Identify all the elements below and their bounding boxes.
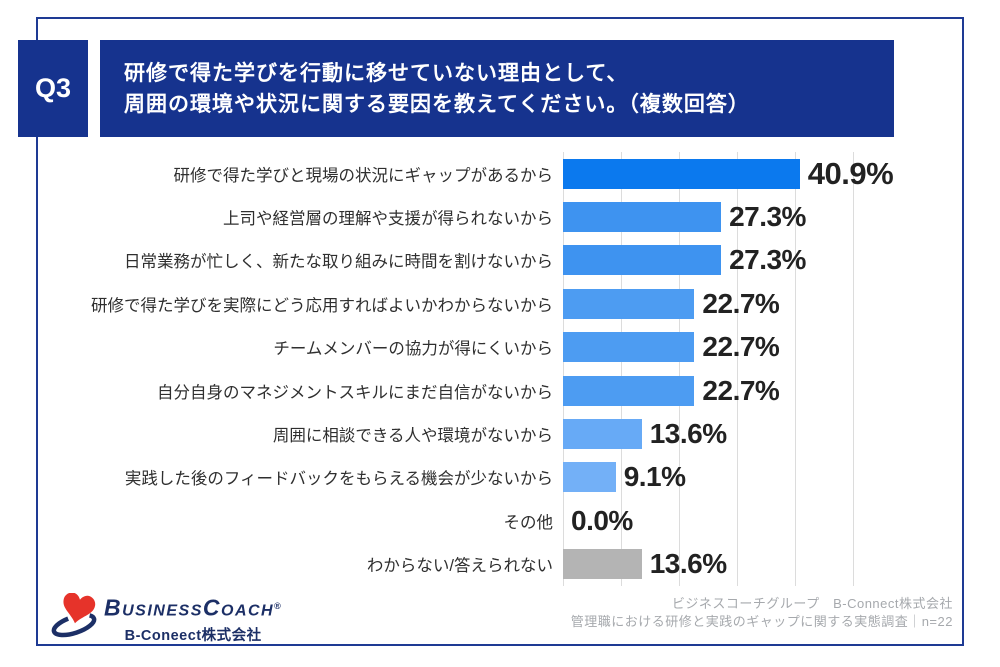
bar-cell: 13.6% xyxy=(563,412,964,455)
gridline xyxy=(794,152,796,586)
gridline xyxy=(852,152,854,586)
gridline xyxy=(620,152,622,586)
bar-cell: 27.3% xyxy=(563,195,964,238)
category-label: 研修で得た学びと現場の状況にギャップがあるから xyxy=(173,166,554,185)
category-label: わからない/答えられない xyxy=(366,557,553,576)
title-line-2: 周囲の環境や状況に関する要因を教えてください。（複数回答） xyxy=(124,92,750,116)
bar xyxy=(563,288,695,319)
chart-row: 周囲に相談できる人や環境がないから 13.6% xyxy=(38,412,964,455)
logo-letter: B xyxy=(104,594,123,621)
value-label: 9.1% xyxy=(623,461,686,493)
value-label: 22.7% xyxy=(702,287,780,319)
question-number-box: Q3 xyxy=(18,40,88,137)
category-label: その他 xyxy=(503,513,554,532)
bar xyxy=(563,158,800,189)
logo-wordmark: BUSINESSCOACH® xyxy=(104,596,282,621)
registered-mark: ® xyxy=(274,601,283,611)
bar-cell: 22.7% xyxy=(563,369,964,412)
bar-cell: 27.3% xyxy=(563,239,964,282)
chart-row: 研修で得た学びを実際にどう応用すればよいかわからないから 22.7% xyxy=(38,282,964,325)
gridline xyxy=(736,152,738,586)
logo-text-block: BUSINESSCOACH® B-Coneect株式会社 xyxy=(104,596,282,645)
chart-row: 自分自身のマネジメントスキルにまだ自信がないから 22.7% xyxy=(38,369,964,412)
logo-company-name: B-Coneect株式会社 xyxy=(124,628,262,645)
bar-chart: 研修で得た学びと現場の状況にギャップがあるから 40.9% 上司や経営層の理解や支援… xyxy=(38,152,964,586)
bar xyxy=(563,245,722,276)
bar-cell: 22.7% xyxy=(563,282,964,325)
logo-letter: C xyxy=(202,594,221,621)
question-number: Q3 xyxy=(34,73,72,103)
category-label: 周囲に相談できる人や環境がないから xyxy=(272,427,553,446)
heart-swoosh-icon xyxy=(51,593,97,638)
chart-row: 研修で得た学びと現場の状況にギャップがあるから 40.9% xyxy=(38,152,964,195)
category-label: 研修で得た学びを実際にどう応用すればよいかわからないから xyxy=(91,296,553,315)
bar xyxy=(563,202,722,233)
title-line-1: 研修で得た学びを行動に移せていない理由として、 xyxy=(124,61,629,85)
category-label: 実践した後のフィードバックをもらえる機会が少ないから xyxy=(124,470,553,489)
value-label: 13.6% xyxy=(649,548,727,580)
credit-line-2: 管理職における研修と実践のギャップに関する実態調査｜n=22 xyxy=(570,614,953,629)
value-label: 27.3% xyxy=(729,244,806,276)
bar xyxy=(563,332,695,363)
bar xyxy=(563,419,642,450)
value-label: 40.9% xyxy=(807,155,894,191)
value-label: 22.7% xyxy=(702,331,780,363)
businesscoach-logo: BUSINESSCOACH® B-Coneect株式会社 xyxy=(50,593,282,645)
bar-cell: 0.0% xyxy=(563,499,964,542)
bar-cell: 40.9% xyxy=(563,152,964,195)
chart-row: わからない/答えられない 13.6% xyxy=(38,543,964,586)
bar xyxy=(563,462,616,493)
survey-credit: ビジネスコーチグループ B-Connect株式会社 管理職における研修と実践のギ… xyxy=(571,595,953,631)
gridline xyxy=(678,152,680,586)
chart-rows: 研修で得た学びと現場の状況にギャップがあるから 40.9% 上司や経営層の理解や支援… xyxy=(38,152,964,586)
bar xyxy=(563,375,695,406)
chart-row: その他 0.0% xyxy=(38,499,964,542)
logo-letters: OACH xyxy=(221,602,275,620)
value-label: 22.7% xyxy=(702,374,780,406)
bar-cell: 22.7% xyxy=(563,326,964,369)
category-label: チームメンバーの協力が得にくいから xyxy=(273,340,553,359)
gridlines xyxy=(563,152,855,586)
title-banner: 研修で得た学びを行動に移せていない理由として、 周囲の環境や状況に関する要因を教… xyxy=(100,40,894,137)
bar-cell: 13.6% xyxy=(563,543,964,586)
chart-row: チームメンバーの協力が得にくいから 22.7% xyxy=(38,326,964,369)
chart-row: 日常業務が忙しく、新たな取り組みに時間を割けないから 27.3% xyxy=(38,239,964,282)
chart-row: 上司や経営層の理解や支援が得られないから 27.3% xyxy=(38,195,964,238)
category-label: 自分自身のマネジメントスキルにまだ自信がないから xyxy=(157,383,553,402)
credit-line-1: ビジネスコーチグループ B-Connect株式会社 xyxy=(671,596,953,611)
gridline xyxy=(563,152,564,586)
value-label: 13.6% xyxy=(649,418,727,450)
bar-cell: 9.1% xyxy=(563,456,964,499)
value-label: 27.3% xyxy=(729,201,806,233)
category-label: 上司や経営層の理解や支援が得られないから xyxy=(223,210,553,229)
bar xyxy=(563,549,642,580)
logo-letters: USINESS xyxy=(122,602,203,620)
category-label: 日常業務が忙しく、新たな取り組みに時間を割けないから xyxy=(124,253,553,272)
value-label: 0.0% xyxy=(571,504,633,536)
chart-row: 実践した後のフィードバックをもらえる機会が少ないから 9.1% xyxy=(38,456,964,499)
